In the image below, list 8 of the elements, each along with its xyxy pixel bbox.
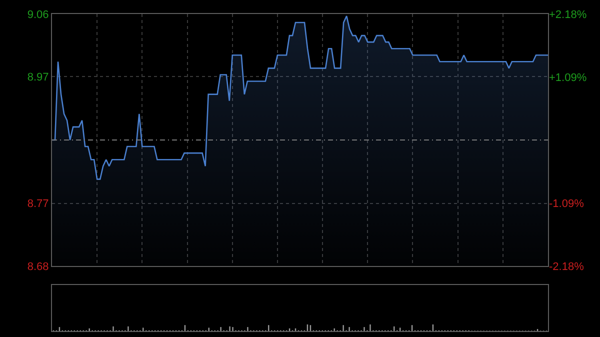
y-tick-label: 8.77 (27, 198, 49, 210)
y2-tick-label: -2.18% (549, 260, 584, 273)
y-tick-label: 8.68 (27, 260, 49, 273)
y2-tick-label: +2.18% (549, 8, 587, 21)
y2-tick-label: -1.09% (549, 198, 584, 210)
y-tick-label: 8.97 (27, 72, 49, 84)
y-tick-label: 9.06 (27, 8, 49, 21)
y2-tick-label: +1.09% (549, 72, 587, 84)
